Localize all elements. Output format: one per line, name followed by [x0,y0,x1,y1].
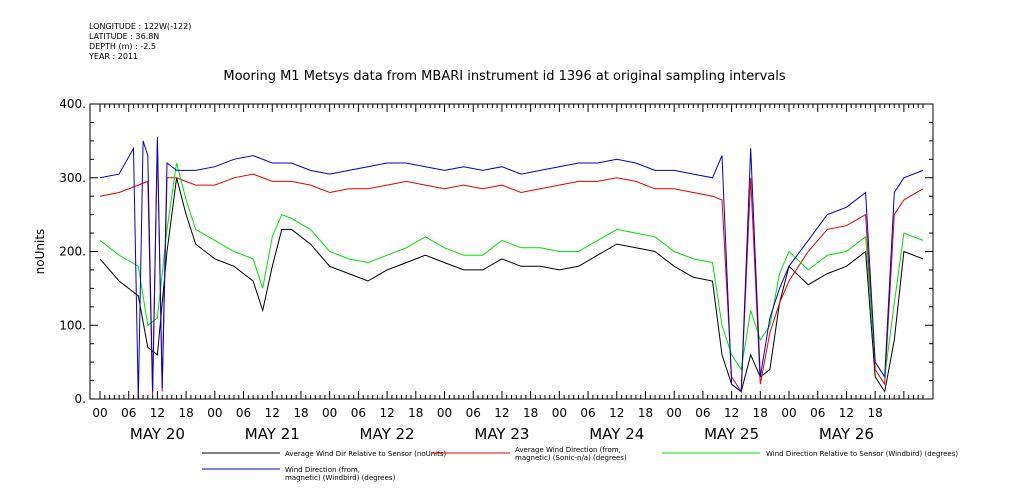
x-tick-label: 06 [695,406,710,420]
y-tick-label: 400. [59,97,86,111]
x-day-label: MAY 20 [130,425,185,443]
x-tick-label: 00 [437,406,452,420]
legend-label-1: Average Wind Dir Relative to Sensor (noU… [285,450,446,458]
x-tick-label: 18 [753,406,768,420]
legend-label-3: Wind Direction Relative to Sensor (Windb… [766,450,958,458]
latitude-label: LATITUDE : 36.8N [89,32,160,41]
x-day-label: MAY 25 [704,425,759,443]
x-tick-label: 18 [293,406,308,420]
x-tick-label: 18 [868,406,883,420]
x-tick-label: 18 [523,406,538,420]
x-tick-label: 12 [494,406,509,420]
series-line-2 [99,140,924,396]
legend-label-2: Average Wind Direction (from, [515,446,621,454]
x-tick-label: 18 [178,406,193,420]
x-tick-label: 18 [408,406,423,420]
y-tick-label: 300. [59,171,86,185]
plot-frame [89,103,934,400]
legend-label-4: Wind Direction (from, [285,466,360,474]
x-day-label: MAY 24 [589,425,644,443]
x-tick-label: 06 [466,406,481,420]
x-day-label: MAY 22 [360,425,415,443]
x-tick-label: 12 [609,406,624,420]
y-tick-label: 200. [59,245,86,259]
x-tick-label: 12 [379,406,394,420]
y-tick-label: 100. [59,318,86,332]
x-tick-label: 12 [724,406,739,420]
x-tick-label: 12 [265,406,280,420]
x-tick-label: 06 [351,406,366,420]
legend-label-2: magnetic) (Sonic-n/a) (degrees) [515,454,627,462]
x-tick-label: 00 [552,406,567,420]
x-day-label: MAY 26 [819,425,874,443]
depth-label: DEPTH (m) : -2.5 [89,42,156,51]
x-tick-label: 06 [121,406,136,420]
x-tick-label: 06 [810,406,825,420]
year-label: YEAR : 2011 [89,52,139,61]
x-tick-label: 00 [92,406,107,420]
x-tick-label: 00 [667,406,682,420]
x-tick-label: 18 [638,406,653,420]
series-line-1 [99,177,924,393]
longitude-label: LONGITUDE : 122W(-122) [89,22,192,31]
x-tick-label: 12 [150,406,165,420]
y-axis-label: noUnits [33,229,47,275]
x-day-label: MAY 21 [245,425,300,443]
series-line-4 [99,137,924,400]
x-tick-label: 12 [839,406,854,420]
x-tick-label: 00 [207,406,222,420]
chart-title: Mooring M1 Metsys data from MBARI instru… [223,69,786,84]
metadata-block: LONGITUDE : 122W(-122) LATITUDE : 36.8N … [89,22,191,62]
x-day-label: MAY 23 [474,425,529,443]
series-line-3 [99,162,924,379]
y-tick-label: 0. [75,392,86,406]
x-tick-label: 06 [236,406,251,420]
x-tick-label: 00 [322,406,337,420]
legend-label-4: magnetic) (Windbird) (degrees) [285,474,396,482]
x-tick-label: 00 [781,406,796,420]
x-tick-label: 06 [580,406,595,420]
